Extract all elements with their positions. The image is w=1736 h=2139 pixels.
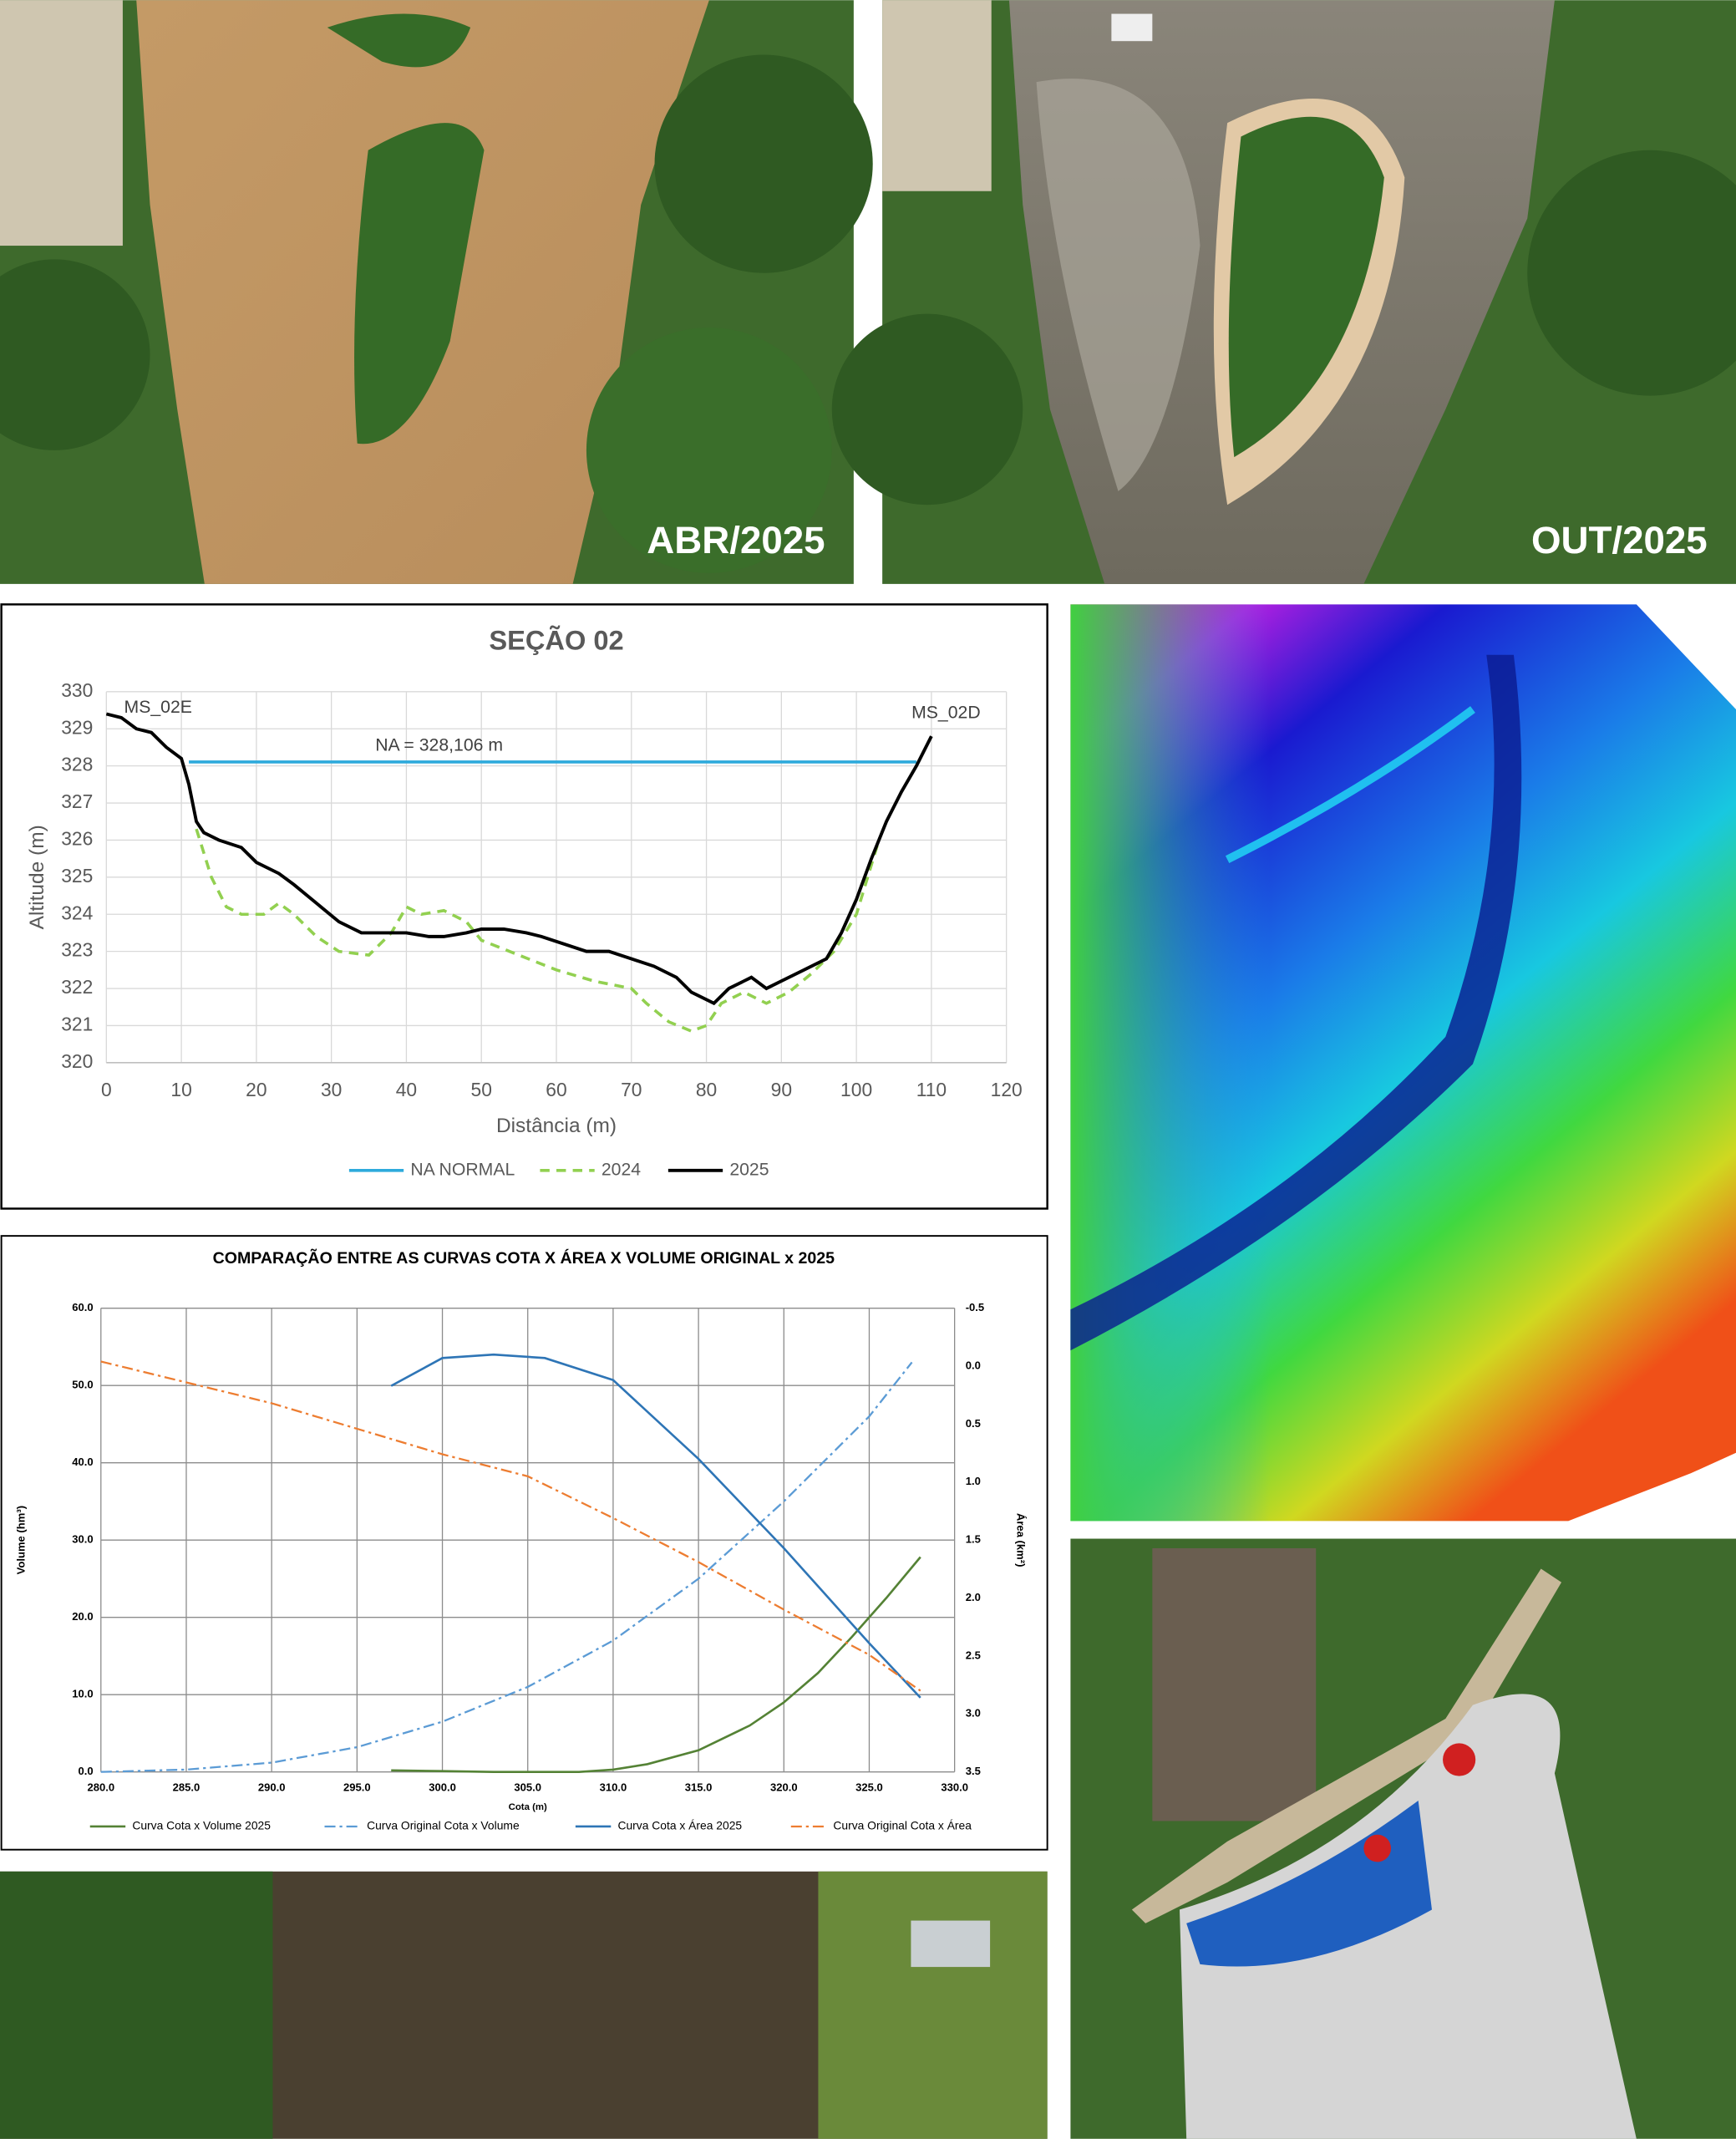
x-tick-label: 120 [991, 1079, 1023, 1100]
x-tick-label: 285.0 [173, 1781, 201, 1794]
annotation: MS_02D [911, 704, 981, 723]
x-tick-label: 90 [771, 1079, 792, 1100]
y-tick-label: 50.0 [72, 1379, 93, 1391]
y-tick-label: 40.0 [72, 1456, 93, 1468]
x-tick-label: 50 [471, 1079, 492, 1100]
series-line [390, 1353, 921, 1699]
chart-title: SEÇÃO 02 [489, 625, 623, 656]
x-tick-label: 325.0 [855, 1781, 883, 1794]
y2-tick-label: 3.5 [966, 1765, 981, 1777]
y-tick-label: 10.0 [72, 1688, 93, 1700]
series-line [105, 712, 933, 1006]
y-tick-label: 330 [61, 679, 93, 701]
x-tick-label: 100 [840, 1079, 872, 1100]
legend-label: NA NORMAL [410, 1160, 515, 1179]
y-tick-label: 321 [61, 1013, 93, 1034]
y-tick-label: 0.0 [79, 1765, 94, 1777]
x-tick-label: 60 [546, 1079, 566, 1100]
legend-label: 2024 [602, 1160, 641, 1179]
legend-label: 2025 [729, 1160, 769, 1179]
legend-label: Curva Original Cota x Volume [367, 1819, 520, 1832]
y-tick-label: 324 [61, 902, 93, 923]
y2-tick-label: 2.5 [966, 1649, 981, 1661]
x-tick-label: 310.0 [600, 1781, 627, 1794]
series-line [100, 1361, 913, 1773]
x-tick-label: 290.0 [258, 1781, 286, 1794]
x-tick-label: 70 [621, 1079, 642, 1100]
x-tick-label: 300.0 [429, 1781, 456, 1794]
series-line [391, 1556, 921, 1773]
legend-label: Curva Cota x Área 2025 [617, 1819, 742, 1832]
y-tick-label: 328 [61, 754, 93, 775]
y2-tick-label: -0.5 [966, 1301, 984, 1313]
series-line [195, 828, 881, 1034]
x-tick-label: 315.0 [685, 1781, 713, 1794]
photo-dam [1070, 1538, 1736, 2139]
x-tick-label: 305.0 [514, 1781, 541, 1794]
x-tick-label: 80 [696, 1079, 717, 1100]
y-tick-label: 20.0 [72, 1610, 93, 1623]
photo-october: OUT/2025 [831, 0, 1736, 584]
photo-april: ABR/2025 [0, 0, 873, 584]
y2-tick-label: 0.5 [966, 1417, 981, 1430]
x-axis-label: Distância (m) [496, 1115, 617, 1137]
annotation: MS_02E [124, 698, 192, 717]
y-tick-label: 326 [61, 827, 93, 849]
x-tick-label: 10 [170, 1079, 191, 1100]
x-tick-label: 330.0 [941, 1781, 968, 1794]
y2-tick-label: 2.0 [966, 1591, 981, 1603]
y2-tick-label: 3.0 [966, 1707, 981, 1720]
chart-frame [0, 603, 1048, 1210]
x-axis-label: Cota (m) [509, 1802, 547, 1812]
x-tick-label: 0 [101, 1079, 112, 1100]
legend-label: Curva Cota x Volume 2025 [132, 1819, 271, 1832]
y-tick-label: 30.0 [72, 1533, 93, 1546]
y-tick-label: 325 [61, 865, 93, 887]
elevation-map [1070, 604, 1736, 1522]
x-tick-label: 295.0 [343, 1781, 371, 1794]
y-tick-label: 323 [61, 939, 93, 961]
photo-label: OUT/2025 [1531, 519, 1708, 561]
y-axis-label: Altitude (m) [26, 825, 48, 929]
chart-title: COMPARAÇÃO ENTRE AS CURVAS COTA X ÁREA X… [213, 1248, 835, 1268]
x-tick-label: 320.0 [770, 1781, 798, 1794]
y-tick-label: 327 [61, 790, 93, 812]
photo-label: ABR/2025 [647, 519, 825, 561]
x-tick-label: 110 [916, 1079, 947, 1100]
x-tick-label: 20 [246, 1079, 266, 1100]
y2-tick-label: 1.0 [966, 1475, 981, 1487]
y2-tick-label: 0.0 [966, 1359, 981, 1371]
photo-reservoir [0, 1871, 1048, 2139]
y-tick-label: 320 [61, 1050, 93, 1072]
annotation: NA = 328,106 m [375, 736, 503, 755]
x-tick-label: 30 [321, 1079, 342, 1100]
y2-tick-label: 1.5 [966, 1533, 981, 1546]
x-tick-label: 280.0 [87, 1781, 114, 1794]
series-line [100, 1360, 921, 1692]
y-tick-label: 322 [61, 976, 93, 998]
y2-axis-label: Área (km²) [1015, 1513, 1028, 1567]
chart-frame [0, 1235, 1048, 1851]
y-tick-label: 329 [61, 716, 93, 738]
y-axis-label: Volume (hm³) [15, 1506, 28, 1574]
x-tick-label: 40 [396, 1079, 417, 1100]
y-tick-label: 60.0 [72, 1301, 93, 1313]
legend-label: Curva Original Cota x Área [833, 1819, 972, 1832]
